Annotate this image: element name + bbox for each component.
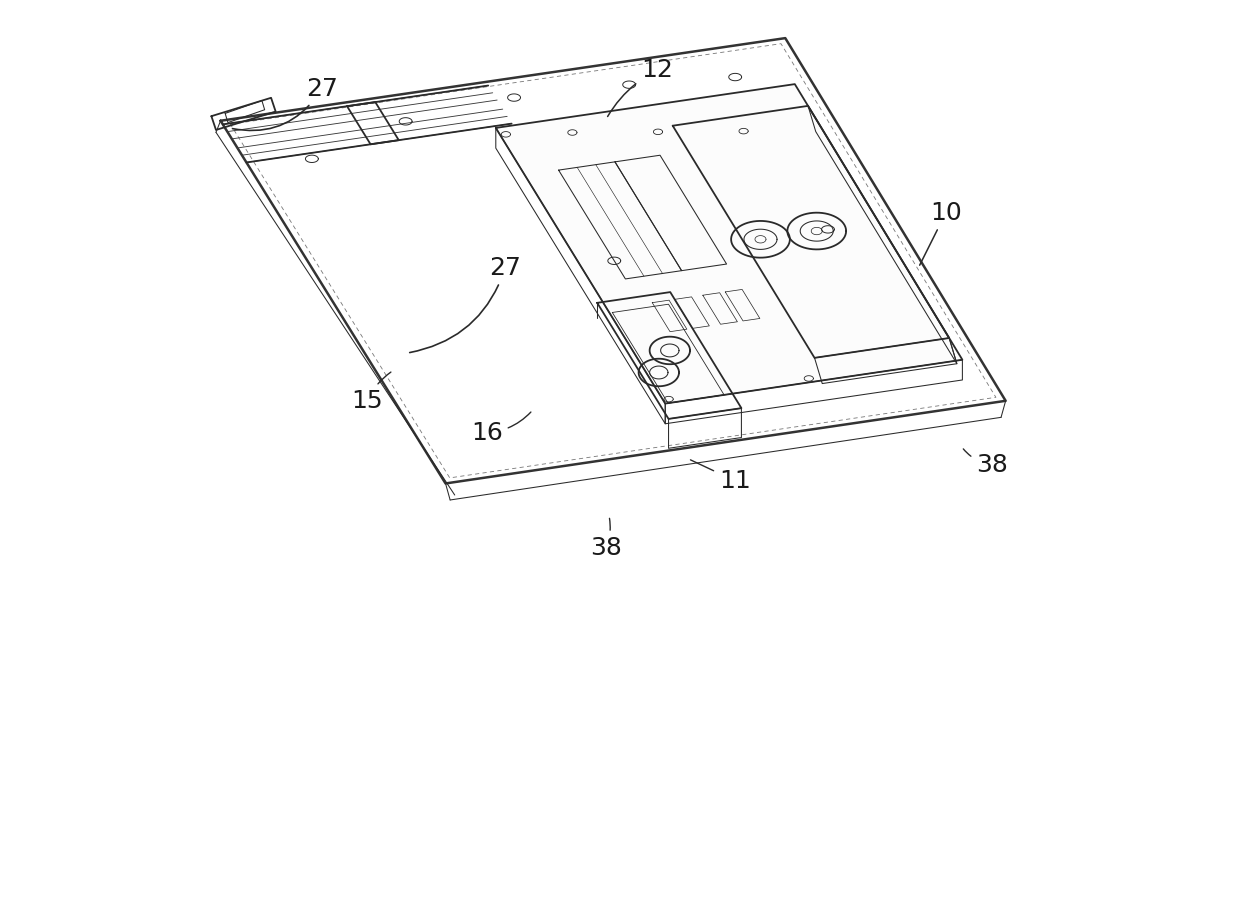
- Text: 27: 27: [232, 76, 337, 131]
- Text: 11: 11: [691, 460, 750, 493]
- Text: 38: 38: [963, 449, 1008, 477]
- Text: 27: 27: [409, 256, 521, 353]
- Text: 12: 12: [608, 58, 672, 117]
- Text: 10: 10: [920, 201, 962, 265]
- Polygon shape: [496, 84, 962, 403]
- Text: 38: 38: [590, 519, 622, 560]
- Text: 15: 15: [352, 372, 391, 413]
- Text: 16: 16: [471, 412, 531, 445]
